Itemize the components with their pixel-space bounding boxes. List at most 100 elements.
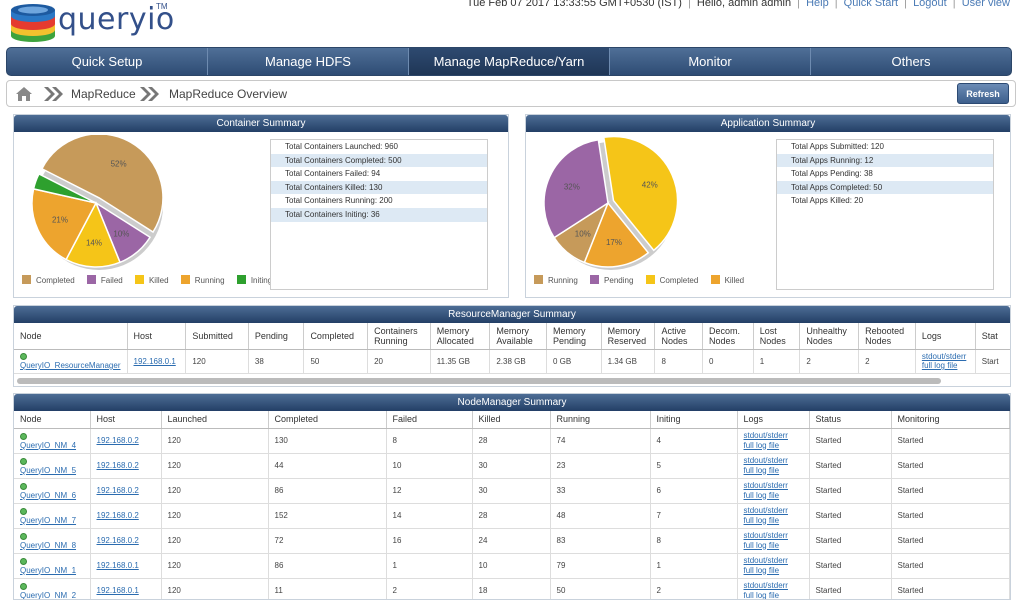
- stat-killed: Total Containers Killed: 130: [271, 180, 487, 195]
- rm-mem-pending: 0 GB: [546, 349, 602, 374]
- nm-running: 50: [550, 578, 651, 599]
- col-pending[interactable]: Pending: [248, 323, 305, 350]
- col-completed[interactable]: Completed: [268, 411, 387, 429]
- col-completed[interactable]: Completed: [303, 323, 369, 350]
- col-failed[interactable]: Failed: [386, 411, 473, 429]
- col-memory-pending[interactable]: Memory Pending: [546, 323, 602, 350]
- col-lost-nodes[interactable]: Lost Nodes: [753, 323, 801, 350]
- pie-slice-initing[interactable]: [32, 172, 97, 204]
- breadcrumb-mapreduce[interactable]: MapReduce: [71, 87, 136, 101]
- stdout-log-link[interactable]: stdout/stderr: [743, 430, 788, 440]
- logout-link[interactable]: Logout: [913, 0, 947, 9]
- pie-slice-pending[interactable]: [543, 138, 609, 239]
- col-host[interactable]: Host: [90, 411, 162, 429]
- nav-manage-mapreduce[interactable]: Manage MapReduce/Yarn: [409, 48, 610, 75]
- full-log-link[interactable]: full log file: [921, 361, 958, 370]
- home-icon[interactable]: [15, 86, 33, 102]
- full-log-link[interactable]: full log file: [743, 565, 780, 575]
- full-log-link[interactable]: full log file: [743, 440, 780, 450]
- nm-status: Started: [809, 453, 892, 479]
- nm-monitoring: Started: [891, 578, 1010, 599]
- nm-host-cell: 192.168.0.2: [90, 453, 162, 479]
- legend-item-killed: Killed: [134, 275, 169, 285]
- pie-slice-completed[interactable]: [40, 135, 164, 234]
- rm-node-link[interactable]: QueryIO_ResourceManager: [20, 361, 121, 370]
- nm-launched: 120: [161, 478, 269, 504]
- nm-launched: 120: [161, 453, 269, 479]
- col-submitted[interactable]: Submitted: [185, 323, 249, 350]
- col-logs[interactable]: Logs: [737, 411, 810, 429]
- stdout-log-link[interactable]: stdout/stderr: [743, 530, 788, 540]
- col-rebooted-nodes[interactable]: Rebooted Nodes: [858, 323, 916, 350]
- nav-others[interactable]: Others: [891, 54, 931, 69]
- quick-start-link[interactable]: Quick Start: [843, 0, 899, 9]
- col-decom-nodes[interactable]: Decom. Nodes: [702, 323, 754, 350]
- nm-host-link[interactable]: 192.168.0.1: [96, 561, 139, 570]
- col-host[interactable]: Host: [127, 323, 187, 350]
- pie-slice-killed[interactable]: [65, 201, 121, 268]
- col-memory-available[interactable]: Memory Available: [489, 323, 547, 350]
- col-launched[interactable]: Launched: [161, 411, 269, 429]
- nm-node-link[interactable]: QueryIO_NM_7: [20, 515, 77, 525]
- nm-killed: 28: [472, 503, 551, 529]
- greeting: Hello, admin admin: [696, 0, 792, 9]
- status-ok-icon: [20, 507, 27, 515]
- stdout-log-link[interactable]: stdout/stderr: [743, 505, 788, 515]
- nm-host-link[interactable]: 192.168.0.1: [96, 586, 139, 595]
- col-memory-reserved[interactable]: Memory Reserved: [601, 323, 656, 350]
- nm-launched: 120: [161, 428, 269, 454]
- status-ok-icon: [20, 482, 27, 490]
- pie-slice-running[interactable]: [31, 187, 98, 261]
- col-running[interactable]: Running: [550, 411, 651, 429]
- nm-failed: 8: [386, 428, 473, 454]
- nm-node-link[interactable]: QueryIO_NM_2: [20, 590, 77, 600]
- rm-host-link[interactable]: 192.168.0.1: [133, 356, 176, 366]
- nm-node-link[interactable]: QueryIO_NM_5: [20, 465, 77, 475]
- stdout-log-link[interactable]: stdout/stderr: [743, 480, 788, 490]
- full-log-link[interactable]: full log file: [743, 465, 780, 475]
- col-active-nodes[interactable]: Active Nodes: [654, 323, 704, 350]
- full-log-link[interactable]: full log file: [743, 540, 780, 550]
- stdout-log-link[interactable]: stdout/stderr: [743, 455, 788, 465]
- nm-host-link[interactable]: 192.168.0.2: [96, 436, 139, 445]
- col-containers-running[interactable]: Containers Running: [367, 323, 431, 350]
- col-logs[interactable]: Logs: [915, 323, 976, 350]
- nm-node-link[interactable]: QueryIO_NM_1: [20, 565, 77, 575]
- full-log-link[interactable]: full log file: [743, 515, 780, 525]
- col-killed[interactable]: Killed: [472, 411, 551, 429]
- stdout-log-link[interactable]: stdout/stderr: [743, 555, 788, 565]
- rm-mem-reserved: 1.34 GB: [601, 349, 656, 374]
- col-node[interactable]: Node: [14, 411, 91, 429]
- stat-running: Total Containers Running: 200: [285, 196, 393, 206]
- nav-monitor[interactable]: Monitor: [610, 48, 811, 75]
- pie-slice-completed[interactable]: [602, 135, 679, 252]
- col-initing[interactable]: Initing: [650, 411, 738, 429]
- full-log-link[interactable]: full log file: [743, 490, 780, 500]
- col-status[interactable]: Stat: [975, 323, 1010, 350]
- nm-node-link[interactable]: QueryIO_NM_8: [20, 540, 77, 550]
- full-log-link[interactable]: full log file: [743, 590, 780, 600]
- col-status[interactable]: Status: [809, 411, 892, 429]
- col-unhealthy-nodes[interactable]: Unhealthy Nodes: [799, 323, 860, 350]
- horizontal-scrollbar[interactable]: [17, 378, 941, 384]
- pie-slice-killed[interactable]: [583, 201, 650, 268]
- nm-monitoring: Started: [891, 428, 1010, 454]
- help-link[interactable]: Help: [806, 0, 829, 9]
- stdout-log-link[interactable]: stdout/stderr: [921, 352, 967, 361]
- nm-host-link[interactable]: 192.168.0.2: [96, 536, 139, 545]
- nm-host-link[interactable]: 192.168.0.2: [96, 486, 139, 495]
- nm-node-link[interactable]: QueryIO_NM_4: [20, 440, 77, 450]
- rm-mem-allocated: 11.35 GB: [430, 349, 491, 374]
- user-view-link[interactable]: User view: [961, 0, 1010, 9]
- refresh-button[interactable]: Refresh: [957, 83, 1009, 104]
- col-node[interactable]: Node: [14, 323, 128, 350]
- nav-quick-setup[interactable]: Quick Setup: [7, 48, 208, 75]
- nm-node-link[interactable]: QueryIO_NM_6: [20, 490, 77, 500]
- col-monitoring[interactable]: Monitoring: [891, 411, 1010, 429]
- stdout-log-link[interactable]: stdout/stderr: [743, 580, 788, 590]
- nav-manage-hdfs[interactable]: Manage HDFS: [208, 48, 409, 75]
- nm-host-link[interactable]: 192.168.0.2: [96, 461, 139, 470]
- nm-host-link[interactable]: 192.168.0.2: [96, 511, 139, 520]
- col-memory-allocated[interactable]: Memory Allocated: [430, 323, 491, 350]
- nm-logs-cell: stdout/stderr full log file: [737, 453, 810, 479]
